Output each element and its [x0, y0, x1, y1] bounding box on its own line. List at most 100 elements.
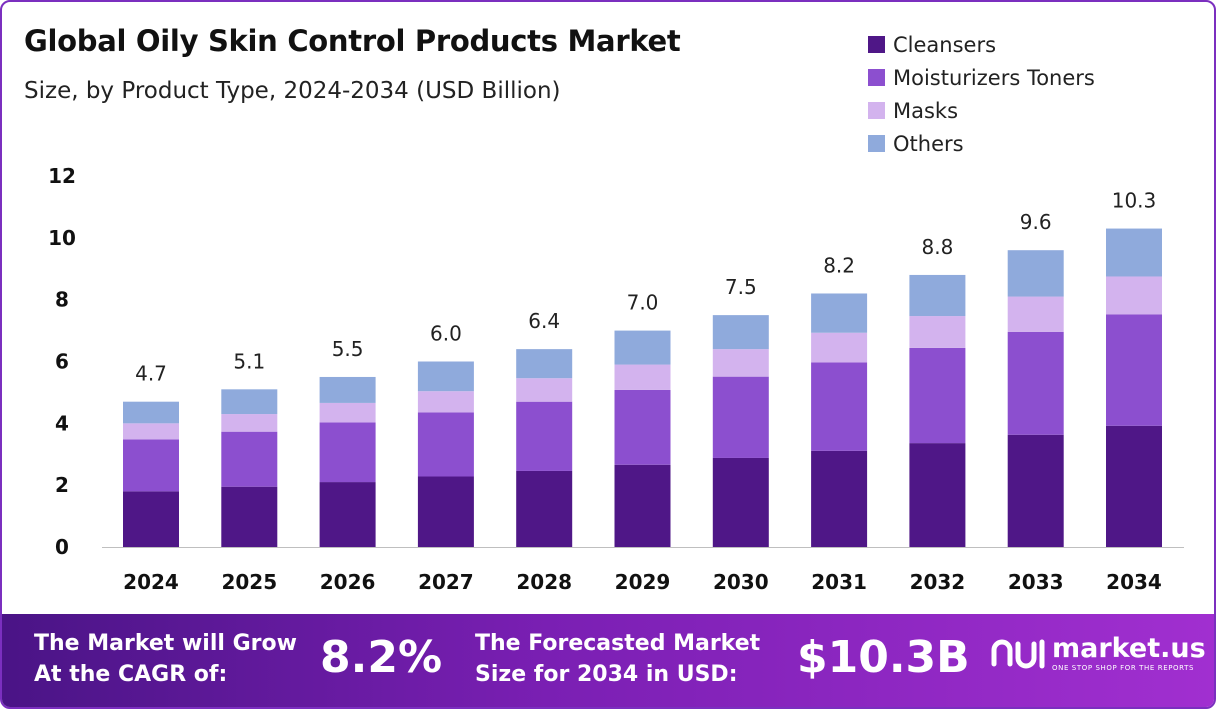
bar-segment-masks: [221, 414, 278, 432]
bar-total-label: 8.8: [921, 235, 953, 259]
bar-total-label: 7.0: [627, 291, 659, 315]
bar-segment-others: [221, 389, 278, 415]
bar-segment-moisturizers-toners: [909, 347, 966, 444]
stacked-bar-chart: 0 2 4 6 8 10 12 4.7 2024 5.1 2025 5.5 2026 6.0 2027 6.4…: [48, 164, 1184, 594]
bar-segment-others: [614, 330, 671, 365]
bar-segment-moisturizers-toners: [1007, 331, 1064, 435]
bar-total-label: 4.7: [135, 362, 167, 386]
bar-segment-masks: [1007, 296, 1064, 332]
legend-swatch-cleansers: [868, 36, 885, 53]
x-tick-label: 2030: [713, 570, 769, 594]
bar-segment-others: [1007, 250, 1064, 297]
bar-segment-cleansers: [319, 482, 376, 547]
cagr-label-line2: At the CAGR of:: [34, 662, 228, 687]
legend-swatch-others: [868, 135, 885, 152]
bar-total-label: 5.5: [332, 337, 364, 361]
bar-total-label: 6.0: [430, 322, 462, 346]
bar-segment-cleansers: [123, 491, 179, 547]
bar-segment-masks: [712, 349, 769, 377]
bar-segment-others: [319, 376, 376, 403]
x-tick-label: 2026: [320, 570, 376, 594]
bar-total-label: 8.2: [823, 253, 855, 277]
legend-item-masks: Masks: [868, 94, 1095, 127]
legend-item-moisturizers-toners: Moisturizers Toners: [868, 61, 1095, 94]
y-tick-label: 6: [55, 350, 69, 374]
bar-segment-cleansers: [516, 470, 573, 547]
legend-swatch-masks: [868, 102, 885, 119]
bar-segment-moisturizers-toners: [221, 431, 278, 487]
x-tick-label: 2033: [1008, 570, 1064, 594]
bar-total-label: 10.3: [1112, 189, 1157, 213]
bar-segment-moisturizers-toners: [319, 422, 376, 483]
bar-segment-moisturizers-toners: [417, 412, 474, 477]
market-us-logo-icon: [991, 639, 1045, 669]
legend-label-others: Others: [893, 131, 964, 156]
x-tick-label: 2028: [516, 570, 572, 594]
chart-subtitle: Size, by Product Type, 2024-2034 (USD Bi…: [24, 78, 561, 104]
bar-total-label: 9.6: [1020, 210, 1052, 234]
brand-name: market.us: [1052, 633, 1206, 664]
footer-banner: The Market will Grow At the CAGR of: 8.2…: [2, 614, 1214, 707]
x-tick-label: 2034: [1106, 570, 1162, 594]
forecast-value: $10.3B: [797, 632, 970, 683]
forecast-label-line1: The Forecasted Market: [475, 631, 761, 656]
forecast-label: The Forecasted Market Size for 2034 in U…: [475, 628, 760, 690]
bar-segment-moisturizers-toners: [614, 389, 671, 465]
bar-segment-masks: [417, 391, 474, 413]
y-tick-label: 4: [55, 411, 69, 435]
bar-segment-cleansers: [614, 464, 671, 547]
bar-segment-cleansers: [811, 450, 868, 547]
bar-segment-moisturizers-toners: [811, 362, 868, 451]
bar-segment-cleansers: [712, 457, 769, 547]
y-tick-label: 10: [48, 226, 76, 250]
x-tick-label: 2024: [123, 570, 179, 594]
brand-tagline: ONE STOP SHOP FOR THE REPORTS: [1052, 664, 1195, 672]
legend-label-moisturizers-toners: Moisturizers Toners: [893, 65, 1095, 90]
bar-segment-others: [909, 274, 966, 317]
bar-segment-others: [516, 349, 573, 379]
bar-segment-masks: [811, 332, 868, 363]
bar-segment-masks: [1106, 276, 1162, 315]
bar-segment-masks: [319, 402, 376, 423]
legend-item-others: Others: [868, 127, 1095, 160]
legend-label-masks: Masks: [893, 98, 959, 123]
bar-total-label: 5.1: [233, 349, 265, 373]
forecast-label-line2: Size for 2034 in USD:: [475, 662, 738, 687]
bar-segment-masks: [614, 364, 671, 390]
bar-segment-moisturizers-toners: [516, 401, 573, 471]
cagr-label: The Market will Grow At the CAGR of:: [34, 628, 297, 690]
bar-segment-cleansers: [1106, 425, 1162, 547]
bar-segment-cleansers: [221, 486, 278, 547]
x-tick-label: 2027: [418, 570, 474, 594]
legend-label-cleansers: Cleansers: [893, 32, 997, 57]
bar-segment-masks: [123, 423, 179, 440]
y-tick-label: 8: [55, 288, 69, 312]
y-tick-label: 12: [48, 164, 76, 188]
x-tick-label: 2025: [221, 570, 277, 594]
legend-item-cleansers: Cleansers: [868, 28, 1095, 61]
bar-segment-cleansers: [1007, 434, 1064, 547]
bar-segment-others: [1106, 228, 1162, 277]
y-tick-label: 0: [55, 535, 69, 559]
bar-total-label: 6.4: [528, 309, 560, 333]
bar-segment-others: [417, 361, 474, 392]
bar-segment-cleansers: [417, 476, 474, 547]
x-tick-label: 2032: [910, 570, 966, 594]
bar-segment-masks: [909, 316, 966, 348]
bar-segment-moisturizers-toners: [1106, 314, 1162, 426]
bar-segment-cleansers: [909, 443, 966, 547]
bar-total-label: 7.5: [725, 275, 757, 299]
legend-swatch-moisturizers-toners: [868, 69, 885, 86]
bar-segment-others: [712, 315, 769, 350]
x-tick-label: 2029: [615, 570, 671, 594]
bar-segment-others: [811, 293, 868, 333]
cagr-label-line1: The Market will Grow: [34, 631, 297, 656]
chart-title: Global Oily Skin Control Products Market: [24, 24, 681, 58]
bar-segment-others: [123, 401, 179, 424]
chart-legend: Cleansers Moisturizers Toners Masks Othe…: [868, 28, 1095, 160]
x-tick-label: 2031: [811, 570, 867, 594]
y-tick-label: 2: [55, 473, 69, 497]
bar-segment-masks: [516, 378, 573, 402]
cagr-value: 8.2%: [320, 632, 443, 683]
